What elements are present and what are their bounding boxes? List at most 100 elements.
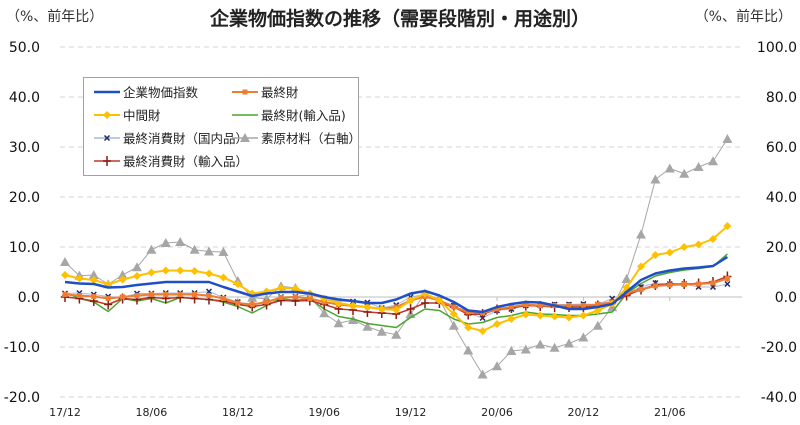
series-2-point <box>435 296 444 305</box>
series-2-point <box>291 284 300 293</box>
series-2-point <box>133 272 141 280</box>
series-5-point <box>506 346 517 355</box>
series-5-point <box>376 326 387 336</box>
series-2-point <box>579 311 588 320</box>
series-5-point <box>636 229 646 239</box>
series-5-point <box>160 238 171 247</box>
legend-item: 最終財(輸入品) <box>232 105 346 124</box>
left-y-tick-label: 30.0 <box>9 140 40 156</box>
series-2-point <box>205 269 213 278</box>
left-axis-unit-label: （%、前年比） <box>6 9 104 25</box>
series-1-point <box>580 303 586 308</box>
legend-label: 企業物価指数 <box>123 85 199 100</box>
series-5-point <box>146 244 157 254</box>
series-6-point <box>421 298 429 308</box>
series-2-point <box>449 310 458 318</box>
series-5-point <box>708 156 718 166</box>
series-5-point <box>679 168 690 178</box>
series-2-point <box>277 284 285 292</box>
series-2-point <box>709 235 717 243</box>
series-5-point <box>520 344 531 354</box>
series-5-point <box>549 342 560 352</box>
series-2-point <box>478 327 487 335</box>
series-1-point <box>62 292 68 297</box>
series-1-point <box>638 287 644 292</box>
legend-label: 最終消費財（国内品） <box>123 131 249 146</box>
series-2-point <box>349 301 357 310</box>
chart-title: 企業物価指数の推移（需要段階別・用途別） <box>209 8 590 30</box>
x-tick-label: 20/06 <box>481 406 513 419</box>
series-1-point <box>134 293 140 298</box>
legend-label: 最終消費財（輸入品） <box>123 154 249 169</box>
series-5-point <box>189 244 200 254</box>
series-5-point <box>362 321 373 331</box>
series-2-point <box>521 310 530 319</box>
series-1-point <box>595 302 601 307</box>
right-y-tick-label: 40.0 <box>766 190 797 206</box>
series-2-point <box>233 280 242 288</box>
series-1-point <box>278 295 284 300</box>
series-5-point <box>621 274 632 283</box>
left-y-tick-label: -20.0 <box>4 390 40 406</box>
series-5-point <box>448 320 459 330</box>
series-5-point <box>578 332 589 342</box>
series-1-point <box>465 309 471 315</box>
series-2-point <box>493 320 501 328</box>
series-1-point <box>220 296 226 301</box>
right-y-tick-label: -20.0 <box>761 340 797 356</box>
series-1-point <box>249 302 255 307</box>
series-1-point <box>494 306 500 312</box>
series-3-line <box>64 253 728 329</box>
series-1-point <box>523 302 529 307</box>
legend-item: 最終消費財（国内品） <box>94 128 248 147</box>
right-axis-unit-label: （%、前年比） <box>694 9 792 25</box>
series-5-point <box>693 162 704 171</box>
legend-swatch-icon <box>232 132 258 142</box>
left-y-tick-label: 20.0 <box>9 190 40 206</box>
series-5-point <box>218 247 229 256</box>
left-y-tick-label: 50.0 <box>9 40 40 56</box>
legend-item: 素原材料（右軸） <box>232 128 361 147</box>
series-2-point <box>176 266 185 275</box>
x-tick-label: 19/12 <box>395 406 427 419</box>
series-1-point <box>91 294 97 299</box>
series-1-point <box>148 292 154 297</box>
series-1-point <box>192 292 198 297</box>
series-2-point <box>507 315 516 323</box>
series-2-point <box>565 313 573 322</box>
x-tick-label: 19/06 <box>308 406 340 419</box>
series-2-point <box>161 266 170 275</box>
series-6-point <box>406 304 415 314</box>
series-2-point <box>392 306 401 314</box>
series-1-point <box>292 294 298 300</box>
legend-item: 最終消費財（輸入品） <box>94 151 248 170</box>
series-2-point <box>334 299 343 307</box>
series-2-point <box>665 248 674 257</box>
series-2-point <box>680 243 689 251</box>
series-2-point <box>651 251 660 259</box>
legend-item: 最終財 <box>232 82 299 101</box>
series-1-point <box>696 281 702 287</box>
right-y-tick-label: 0.0 <box>775 290 797 306</box>
series-1-point <box>177 292 183 297</box>
legend-swatch-icon <box>94 110 120 119</box>
series-5-point <box>535 339 546 349</box>
series-2-point <box>363 303 372 311</box>
series-5-point <box>204 246 214 256</box>
series-5-point <box>592 320 603 330</box>
series-5-point <box>722 134 733 143</box>
series-1-point <box>76 293 82 298</box>
series-2-point <box>464 323 473 332</box>
series-1-point <box>508 304 514 310</box>
legend-label: 最終財(輸入品) <box>261 108 346 123</box>
series-2-point <box>723 222 732 230</box>
series-1-point <box>163 292 169 297</box>
series-2-point <box>406 296 415 305</box>
series-1-point <box>206 293 212 298</box>
series-2-point <box>637 262 645 271</box>
series-2-point <box>550 312 559 321</box>
series-2-point <box>536 311 545 320</box>
series-2-point <box>89 276 98 284</box>
x-tick-label: 18/06 <box>136 406 168 419</box>
legend-label: 素原材料（右軸） <box>261 131 362 146</box>
